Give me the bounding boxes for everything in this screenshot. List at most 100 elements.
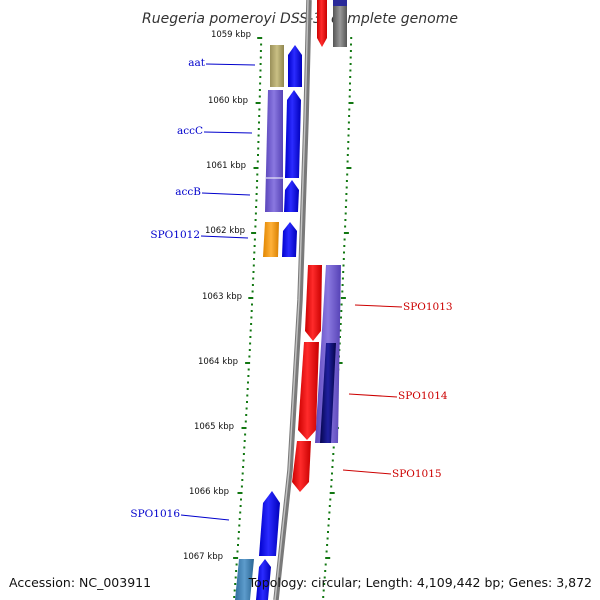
cds-aat[interactable] [288, 45, 302, 87]
minor-tick [345, 180, 348, 182]
minor-tick [255, 193, 258, 195]
gene-label-SPO1015[interactable]: SPO1015 [392, 468, 442, 480]
minor-tick [257, 147, 260, 150]
minor-tick [258, 121, 260, 124]
minor-tick [339, 336, 341, 338]
topology-text: Topology: circular; Length: 4,109,442 bp… [248, 575, 592, 590]
major-tick [253, 167, 259, 169]
minor-tick [344, 206, 347, 208]
major-tick [337, 362, 343, 364]
cds-SPO1012[interactable] [282, 222, 297, 257]
minor-tick [258, 89, 261, 91]
gene-SPO1016-block[interactable] [235, 559, 254, 600]
cds-SPO1013[interactable] [305, 265, 322, 341]
minor-tick [260, 43, 263, 46]
minor-tick [257, 128, 260, 130]
gene-label-aat[interactable]: aat [188, 57, 206, 69]
minor-tick [252, 277, 255, 280]
gene-SPO1014-block[interactable] [320, 343, 336, 443]
cds-SPO1014[interactable] [298, 342, 319, 440]
cds-SPO1016[interactable] [259, 491, 280, 556]
minor-tick [343, 238, 346, 241]
minor-tick [347, 147, 350, 150]
minor-tick [248, 355, 251, 358]
cds-accB[interactable] [284, 180, 299, 212]
minor-tick [323, 576, 326, 579]
kbp-label: 1059 kbp [211, 30, 251, 40]
minor-tick [349, 56, 352, 59]
minor-tick [246, 388, 249, 390]
map-title: Ruegeria pomeroyi DSS-3, complete genome [142, 11, 458, 27]
minor-tick [257, 134, 260, 137]
kbp-label: 1064 kbp [198, 357, 238, 367]
kbp-label: 1065 kbp [194, 422, 234, 432]
major-tick [346, 167, 352, 169]
minor-tick [254, 212, 257, 215]
minor-tick [257, 141, 260, 143]
minor-tick [237, 537, 240, 540]
minor-tick [251, 284, 254, 286]
minor-tick [242, 459, 245, 462]
minor-tick [343, 251, 345, 254]
minor-tick [253, 258, 255, 260]
minor-tick [258, 95, 261, 98]
minor-tick [240, 498, 242, 501]
minor-tick [341, 284, 344, 286]
major-tick [255, 102, 261, 104]
cds-reverse-partial[interactable] [317, 0, 327, 47]
minor-tick [259, 63, 262, 65]
major-tick [245, 362, 251, 364]
minor-tick [253, 238, 256, 241]
cds-accC[interactable] [285, 90, 301, 178]
minor-tick [345, 193, 348, 195]
minor-tick [331, 466, 334, 468]
minor-tick [339, 329, 342, 332]
cds-SPO1015[interactable] [292, 441, 311, 492]
minor-tick [257, 154, 259, 156]
minor-tick [239, 511, 242, 514]
gene-accC-accB-block[interactable] [265, 90, 283, 212]
genome-backbone-highlight [274, 0, 309, 600]
minor-tick [343, 245, 346, 247]
cds-bottom-partial[interactable] [256, 559, 271, 600]
minor-tick [250, 310, 253, 312]
gene-label-SPO1013[interactable]: SPO1013 [403, 301, 453, 313]
minor-tick [259, 50, 262, 52]
minor-tick [259, 69, 262, 72]
minor-tick [243, 446, 246, 449]
kbp-labels: 1059 kbp 1060 kbp 1061 kbp 1062 kbp 1063… [183, 30, 251, 562]
minor-tick [246, 401, 248, 403]
minor-tick [247, 368, 250, 371]
gene-label-SPO1012[interactable]: SPO1012 [150, 229, 200, 241]
gene-label-SPO1014[interactable]: SPO1014 [398, 390, 448, 402]
label-leader-line [354, 304, 403, 308]
gene-label-SPO1016[interactable]: SPO1016 [130, 508, 180, 520]
cds-gray-partial[interactable] [333, 0, 347, 47]
minor-tick [242, 466, 245, 468]
minor-tick [323, 583, 326, 585]
minor-tick [256, 160, 259, 163]
minor-tick [245, 407, 248, 410]
kbp-label: 1067 kbp [183, 552, 223, 562]
minor-tick [332, 453, 335, 455]
minor-tick [329, 498, 332, 501]
minor-tick [346, 173, 349, 176]
gene-SPO1012-block[interactable] [263, 222, 279, 257]
minor-tick [235, 563, 238, 566]
minor-tick [253, 251, 256, 254]
minor-tick [241, 479, 244, 481]
gene-aat-block[interactable] [270, 45, 284, 87]
gene-label-accC[interactable]: accC [177, 125, 203, 137]
minor-tick [255, 199, 258, 202]
minor-tick [254, 219, 257, 221]
cds-navy-partial[interactable] [333, 0, 347, 6]
minor-tick [327, 518, 330, 520]
minor-tick [255, 186, 258, 189]
gene-label-accB[interactable]: accB [175, 186, 201, 198]
minor-tick [324, 563, 327, 566]
major-tick [257, 37, 263, 39]
minor-tick [255, 206, 258, 208]
minor-tick [252, 264, 255, 267]
minor-tick [341, 277, 344, 280]
